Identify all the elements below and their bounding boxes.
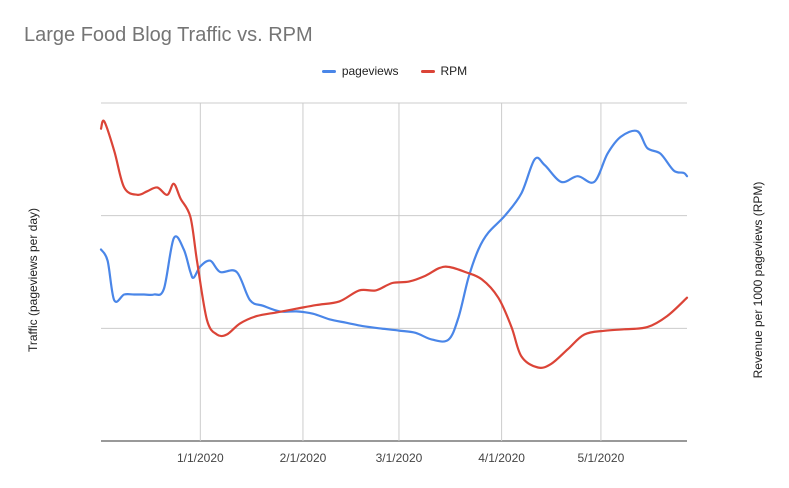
series-line-rpm	[99, 119, 689, 369]
x-tick-label: 4/1/2020	[478, 451, 525, 465]
legend-label-pageviews: pageviews	[341, 64, 399, 78]
x-tick-label: 3/1/2020	[376, 451, 423, 465]
chart-title: Large Food Blog Traffic vs. RPM	[24, 24, 313, 46]
legend: pageviews RPM	[0, 64, 789, 78]
legend-label-rpm: RPM	[440, 64, 468, 78]
x-tick-label: 1/1/2020	[177, 451, 224, 465]
legend-item-pageviews[interactable]: pageviews	[321, 64, 399, 78]
legend-item-rpm[interactable]: RPM	[420, 64, 468, 78]
x-tick-label: 2/1/2020	[280, 451, 327, 465]
series-line-pageviews	[99, 129, 689, 343]
legend-swatch-rpm	[420, 69, 435, 73]
legend-swatch-pageviews	[321, 69, 336, 73]
x-tick-label: 5/1/2020	[578, 451, 625, 465]
